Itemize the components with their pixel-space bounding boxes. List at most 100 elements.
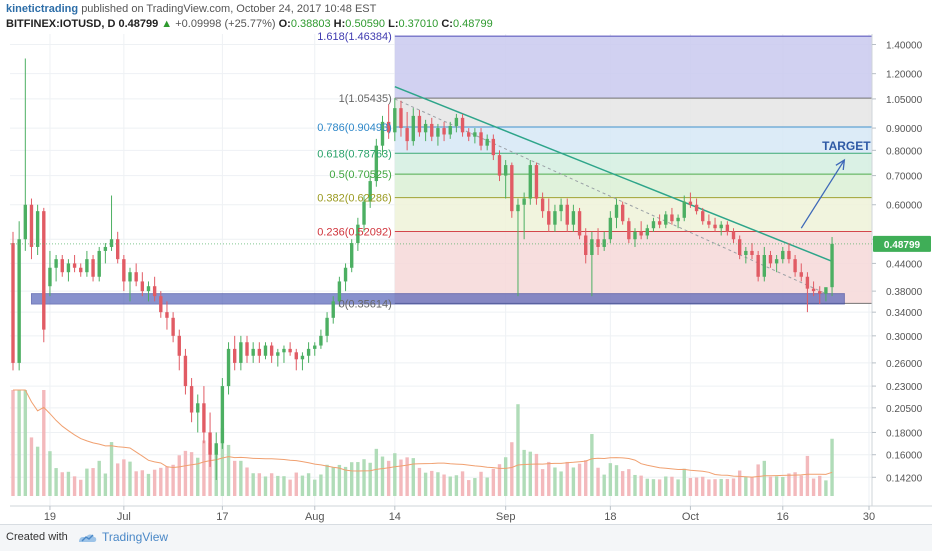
- candle: [725, 221, 730, 236]
- candle-body: [325, 317, 329, 336]
- candle-body: [596, 239, 600, 247]
- fib-label-0.236: 0.236(0.52092): [317, 226, 392, 238]
- fib-zone-0.618: [394, 153, 872, 175]
- candle-body: [756, 254, 760, 277]
- candle-body: [614, 204, 619, 218]
- candle: [596, 228, 600, 255]
- price-tick-label: 0.30000: [886, 332, 923, 343]
- change-up-icon: ▲: [161, 18, 173, 30]
- time-axis[interactable]: 19 Jul 17 Aug 14 Sep 18 Oct 16 30: [44, 506, 875, 523]
- price-chart[interactable]: TARGET 1.618(1.46384) 1(1.05435) 0.786(0.9…: [0, 0, 932, 524]
- candle: [343, 263, 348, 292]
- volume-bar: [824, 480, 828, 496]
- volume-bar: [85, 468, 89, 496]
- volume-bar: [707, 479, 711, 496]
- volume-bar: [362, 459, 366, 496]
- candle: [577, 207, 582, 240]
- candle-body: [590, 239, 594, 255]
- candle-body: [651, 221, 656, 229]
- candle-body: [694, 204, 699, 212]
- candle-body: [571, 211, 576, 225]
- volume-bar: [368, 462, 372, 496]
- candle: [657, 214, 662, 229]
- candle-body: [177, 335, 181, 356]
- candle: [417, 110, 422, 137]
- volume-bar: [48, 451, 52, 496]
- candle-body: [448, 125, 452, 135]
- volume-bar: [177, 455, 181, 496]
- fib-trend-dashed-line[interactable]: [394, 98, 827, 295]
- volume-bar: [122, 459, 126, 496]
- candle: [793, 254, 797, 277]
- candle: [627, 217, 631, 244]
- high-value: 0.50590: [345, 18, 386, 30]
- candle-body: [399, 108, 403, 129]
- candle: [386, 104, 391, 139]
- candle-body: [460, 117, 465, 133]
- symbol-name[interactable]: BITFINEX:IOTUSD, D: [6, 18, 116, 30]
- volume-bar: [393, 453, 397, 496]
- candle-body: [276, 352, 280, 356]
- candle-body: [719, 224, 723, 229]
- candle: [368, 175, 372, 208]
- candle-body: [374, 145, 379, 182]
- candle: [54, 254, 58, 282]
- candle-body: [226, 348, 231, 387]
- volume-bar: [245, 467, 249, 496]
- support-zone[interactable]: [30, 293, 845, 305]
- time-tick-label: 18: [604, 511, 616, 523]
- candle-body: [799, 272, 803, 277]
- candle: [23, 58, 28, 251]
- target-label[interactable]: TARGET: [822, 139, 871, 153]
- tradingview-logo-icon[interactable]: [78, 529, 98, 545]
- candle-body: [411, 115, 415, 142]
- fib-retracement[interactable]: [394, 35, 872, 304]
- drawing-lines[interactable]: [394, 86, 833, 295]
- volume-bar: [811, 478, 816, 496]
- candle-body: [713, 224, 717, 229]
- price-tick-label: 0.80000: [886, 146, 923, 157]
- candle: [239, 335, 243, 371]
- price-tick-label: 0.34000: [886, 308, 923, 319]
- candle-body: [79, 267, 83, 273]
- candle: [177, 329, 181, 371]
- candle-body: [645, 228, 649, 236]
- candle-body: [245, 342, 249, 356]
- volume-bar: [165, 466, 169, 496]
- candle-body: [140, 281, 145, 292]
- volume-bar: [128, 461, 132, 496]
- candle-body: [522, 198, 526, 205]
- candle-body: [701, 211, 705, 222]
- high-label: H:: [333, 18, 346, 30]
- candle: [448, 121, 452, 139]
- plot-area[interactable]: TARGET: [11, 35, 872, 496]
- candle-body: [479, 132, 483, 146]
- annotations[interactable]: TARGET: [800, 139, 871, 229]
- candle-body: [670, 214, 674, 222]
- volume-bar: [23, 390, 28, 496]
- candle: [664, 211, 668, 229]
- tradingview-brand[interactable]: TradingView: [102, 530, 169, 544]
- candle-body: [115, 239, 120, 260]
- fib-label-0.786: 0.786(0.90493): [317, 122, 392, 134]
- descending-trendline[interactable]: [394, 86, 833, 262]
- volume-bar: [343, 466, 348, 496]
- candle: [146, 281, 151, 302]
- support-zone-rect[interactable]: [30, 293, 845, 305]
- low-label: L:: [388, 18, 399, 30]
- candle-body: [350, 243, 354, 268]
- volume-bar: [423, 472, 428, 496]
- candle: [165, 301, 169, 330]
- volume-bar: [497, 464, 502, 496]
- time-tick-label: Aug: [305, 511, 325, 523]
- price-axis[interactable]: 1.40000 1.20000 1.05000 0.90000 0.80000 0.700…: [872, 41, 923, 485]
- candle-body: [442, 128, 446, 135]
- fib-zone-0.236: [394, 231, 872, 304]
- time-tick-label: 14: [389, 511, 401, 523]
- candle-body: [485, 138, 489, 146]
- target-arrow-line[interactable]: [800, 159, 845, 229]
- candle: [109, 195, 114, 251]
- author-link[interactable]: kinetictrading: [6, 3, 79, 15]
- candle-body: [122, 259, 126, 282]
- volume-bar: [66, 471, 71, 496]
